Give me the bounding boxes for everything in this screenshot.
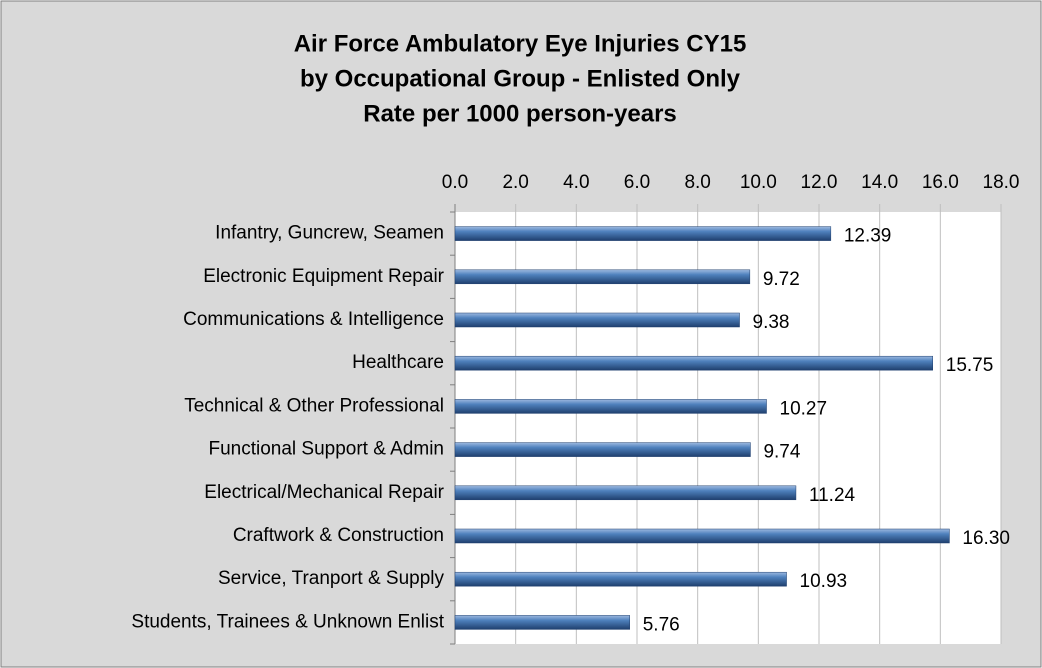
x-tick-label: 2.0 [502,172,528,193]
bar [454,399,767,414]
bar [454,615,630,630]
data-label: 11.24 [809,485,856,506]
x-tick-label: 12.0 [801,172,838,193]
bar [454,226,832,241]
y-tick-label: Craftwork & Construction [233,525,444,546]
data-label: 15.75 [946,355,994,376]
data-label: 5.76 [643,614,680,635]
data-label: 9.74 [763,442,800,463]
bar [454,442,751,457]
data-label: 12.39 [844,226,892,247]
data-label: 10.93 [800,571,848,592]
data-label: 9.72 [763,269,800,290]
y-tick-label: Technical & Other Professional [184,395,444,416]
x-tick-label: 10.0 [740,172,777,193]
bar [454,269,751,285]
bar [454,355,933,371]
bar [454,312,740,328]
x-tick-label: 8.0 [684,172,710,193]
x-tick-label: 14.0 [861,172,898,193]
y-tick-label: Infantry, Guncrew, Seamen [215,223,444,244]
x-tick-label: 6.0 [624,172,650,193]
x-tick-label: 18.0 [983,172,1020,193]
y-tick-label: Communications & Intelligence [183,309,444,330]
chart-title: by Occupational Group - Enlisted Only [300,65,741,92]
chart-title: Air Force Ambulatory Eye Injuries CY15 [294,30,747,57]
x-tick-label: 4.0 [563,172,589,193]
data-label: 9.38 [753,312,790,333]
bar [454,571,787,587]
data-label: 16.30 [962,528,1010,549]
data-label: 10.27 [780,398,828,419]
y-tick-label: Healthcare [352,352,444,373]
x-tick-label: 16.0 [922,172,959,193]
bar [454,528,950,544]
x-tick-label: 0.0 [442,172,468,193]
y-tick-label: Electrical/Mechanical Repair [204,482,444,503]
y-tick-label: Students, Trainees & Unknown Enlist [131,611,444,632]
y-tick-label: Service, Tranport & Supply [218,568,444,589]
y-tick-label: Functional Support & Admin [208,439,444,460]
bar [454,485,797,501]
chart-title: Rate per 1000 person-years [363,100,677,127]
y-tick-label: Electronic Equipment Repair [203,266,444,287]
